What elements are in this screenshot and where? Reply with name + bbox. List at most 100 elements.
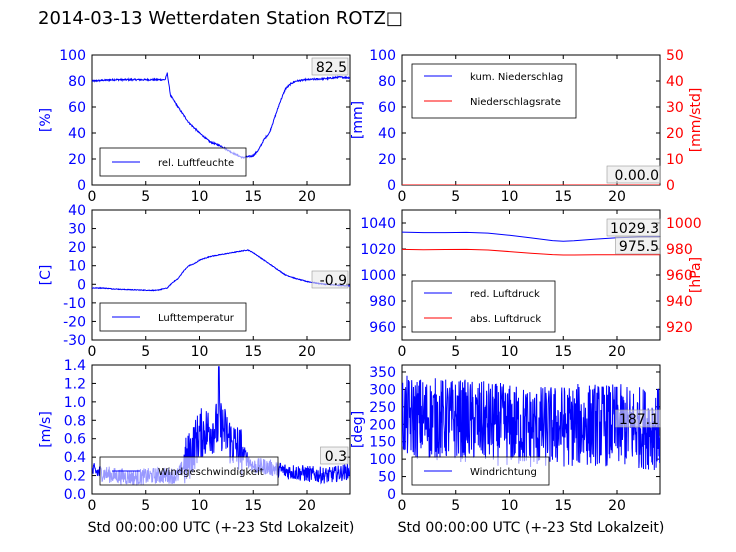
humidity-ytick-label: 100 — [59, 48, 86, 64]
temperature-xtick-label: 15 — [244, 344, 262, 360]
humidity-ytick-label: 20 — [68, 152, 86, 168]
precipitation-legend-label: kum. Niederschlag — [470, 72, 563, 83]
precipitation-xtick-label: 10 — [501, 189, 519, 205]
precipitation-xtick-label: 15 — [554, 189, 572, 205]
pressure-ytick-label: 1020 — [360, 242, 396, 258]
wind_direction-ytick-label: 300 — [369, 382, 396, 398]
precipitation-legend-label: Niederschlagsrate — [470, 97, 561, 108]
temperature-ytick-label: 30 — [68, 222, 86, 238]
wind_speed-ytick-label: 0.0 — [64, 487, 86, 503]
temperature-ytick-label: 40 — [68, 203, 86, 219]
pressure-legend-label: abs. Luftdruck — [470, 314, 541, 325]
temperature-xtick-label: 10 — [191, 344, 209, 360]
humidity-ytick-label: 60 — [68, 100, 86, 116]
pressure-y2tick-label: 940 — [666, 294, 693, 310]
wind_speed-ytick-label: 0.8 — [64, 413, 86, 429]
wind_direction-ytick-label: 200 — [369, 417, 396, 433]
precipitation-ytick-label: 60 — [378, 100, 396, 116]
wind_speed-frame — [91, 364, 351, 495]
wind_speed-ytick-label: 1.2 — [64, 376, 86, 392]
humidity-xtick-label: 20 — [298, 189, 316, 205]
pressure-ytick-label: 1040 — [360, 216, 396, 232]
pressure-xtick-label: 10 — [501, 344, 519, 360]
precipitation-xtick-label: 20 — [608, 189, 626, 205]
wind_speed-xtick-label: 10 — [191, 498, 209, 514]
wind_direction-ytick-label: 100 — [369, 452, 396, 468]
pressure-series-line-1 — [402, 248, 660, 256]
wind_direction-value-box — [615, 409, 661, 428]
precipitation-xtick-label: 0 — [398, 189, 407, 205]
pressure-y2-axis-label: [hPa] — [688, 257, 704, 293]
wind_speed-xtick-label: 5 — [141, 498, 150, 514]
wind_speed-y-axis-label: [m/s] — [38, 411, 54, 448]
temperature-ytick-label: -10 — [63, 296, 86, 312]
temperature-frame — [91, 209, 351, 341]
temperature-series-line-0 — [92, 249, 350, 292]
humidity-legend-label: rel. Luftfeuchte — [158, 158, 234, 169]
precipitation-y-axis-label: [mm] — [350, 101, 366, 139]
wind_speed-legend-label: Windgeschwindigkeit — [158, 467, 264, 478]
wind_direction-ytick-label: 250 — [369, 400, 396, 416]
precipitation-ytick-label: 0 — [387, 178, 396, 194]
pressure-value-label: 1029.3 — [610, 221, 659, 237]
temperature-y-axis-label: [C] — [38, 265, 54, 286]
wind_direction-series-line-0 — [402, 375, 660, 471]
precipitation-y2tick-label: 50 — [666, 48, 684, 64]
humidity-series-line-0 — [92, 72, 350, 160]
precipitation-ytick-label: 80 — [378, 74, 396, 90]
wind_speed-ytick-label: 0.4 — [64, 450, 86, 466]
pressure-legend-box — [411, 280, 556, 333]
pressure-ytick-label: 1000 — [360, 268, 396, 284]
precipitation-y2tick-label: 10 — [666, 152, 684, 168]
wind_direction-xtick-label: 10 — [501, 498, 519, 514]
temperature-xtick-label: 5 — [141, 344, 150, 360]
pressure-xtick-label: 0 — [398, 344, 407, 360]
precipitation-y2tick-label: 40 — [666, 74, 684, 90]
humidity-frame — [91, 54, 351, 186]
temperature-ytick-label: 0 — [77, 277, 86, 293]
precipitation-ytick-label: 100 — [369, 48, 396, 64]
wind_direction-legend-label: Windrichtung — [470, 467, 537, 478]
wind_speed-ytick-label: 0.2 — [64, 469, 86, 485]
temperature-value-box — [311, 270, 349, 289]
precipitation-value-box — [606, 165, 661, 184]
wind_direction-ytick-label: 0 — [387, 487, 396, 503]
wind_speed-value-label: 0.3 — [325, 449, 347, 465]
precipitation-ytick-label: 40 — [378, 126, 396, 142]
pressure-legend-label: red. Luftdruck — [470, 289, 540, 300]
pressure-y2tick-label: 1000 — [666, 216, 702, 232]
pressure-y2tick-label: 920 — [666, 320, 693, 336]
precipitation-legend-box — [411, 63, 577, 119]
precipitation-xtick-label: 5 — [451, 189, 460, 205]
precipitation-ytick-label: 20 — [378, 152, 396, 168]
precipitation-y2tick-label: 20 — [666, 126, 684, 142]
wind_speed-ytick-label: 0.6 — [64, 432, 86, 448]
temperature-value-label: -0.9 — [320, 273, 347, 289]
wind_direction-ytick-label: 50 — [378, 470, 396, 486]
pressure-y2tick-label: 960 — [666, 268, 693, 284]
temperature-ytick-label: -20 — [63, 314, 86, 330]
wind_direction-y-axis-label: [deg] — [350, 411, 366, 448]
humidity-value-label: 82.5 — [316, 60, 347, 76]
pressure-series-line-0 — [402, 231, 660, 242]
pressure-ytick-label: 980 — [369, 294, 396, 310]
humidity-ytick-label: 0 — [77, 178, 86, 194]
pressure-y2tick-label: 980 — [666, 242, 693, 258]
temperature-xtick-label: 20 — [298, 344, 316, 360]
temperature-xtick-label: 0 — [88, 344, 97, 360]
wind_direction-ytick-label: 350 — [369, 365, 396, 381]
temperature-legend-label: Lufttemperatur — [158, 313, 235, 324]
humidity-ytick-label: 40 — [68, 126, 86, 142]
wind_direction-x-axis-label: Std 00:00:00 UTC (+-23 Std Lokalzeit) — [398, 520, 665, 536]
wind_speed-xtick-label: 0 — [88, 498, 97, 514]
pressure-xtick-label: 5 — [451, 344, 460, 360]
humidity-xtick-label: 5 — [141, 189, 150, 205]
humidity-xtick-label: 15 — [244, 189, 262, 205]
wind_direction-xtick-label: 20 — [608, 498, 626, 514]
wind_direction-ytick-label: 150 — [369, 435, 396, 451]
pressure-value-box — [606, 218, 661, 237]
humidity-value-box — [311, 57, 349, 76]
wind_speed-x-axis-label: Std 00:00:00 UTC (+-23 Std Lokalzeit) — [88, 520, 355, 536]
precipitation-value-label: 0.00.0 — [614, 168, 659, 184]
